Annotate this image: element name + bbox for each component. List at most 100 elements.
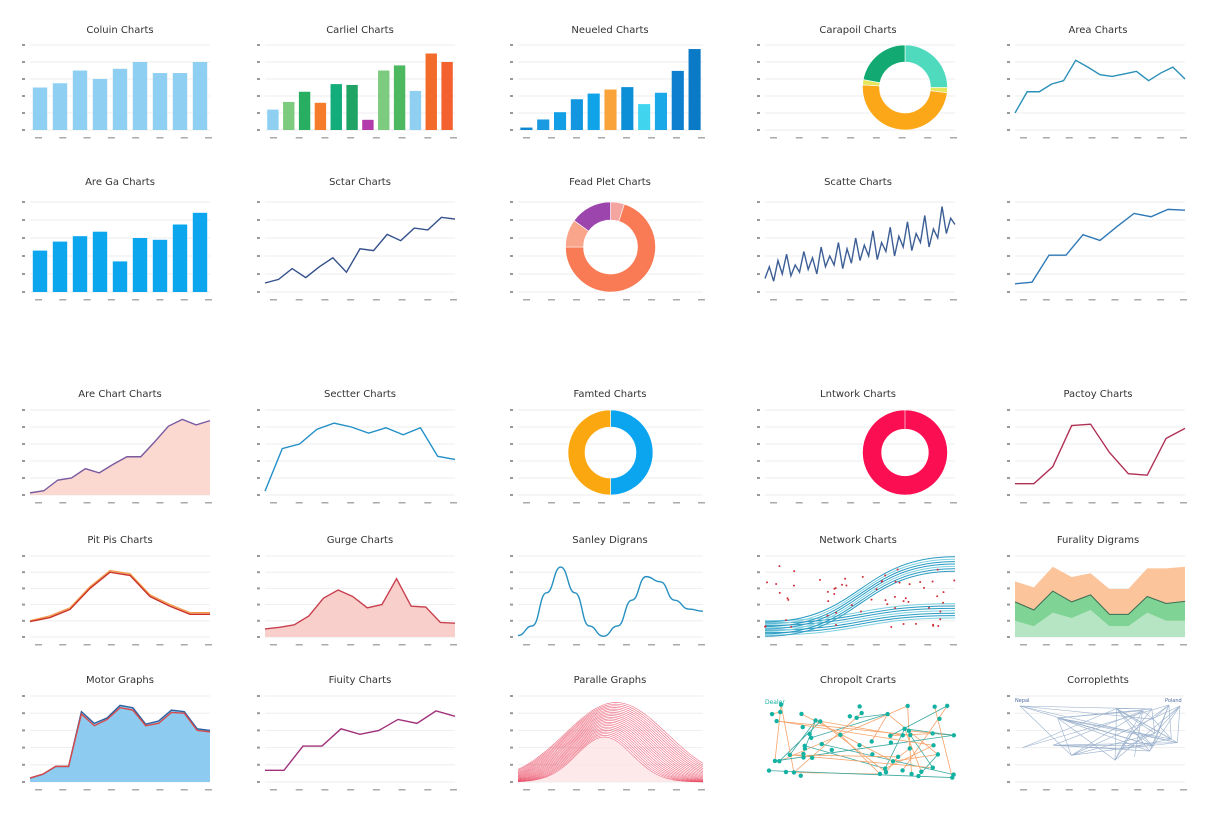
- x-tick-label: [107, 137, 115, 139]
- x-tick-label: [59, 789, 67, 791]
- graph-node: [859, 710, 864, 716]
- flow-line: [764, 570, 956, 637]
- flow-point: [787, 598, 790, 601]
- bar: [92, 231, 108, 292]
- area-fill: [265, 578, 455, 637]
- x-tick-label: [1088, 299, 1096, 301]
- y-tick-label: [510, 763, 513, 766]
- flow-point: [953, 579, 956, 582]
- flow-point: [826, 590, 829, 593]
- graph-edge: [904, 728, 922, 772]
- bar: [32, 87, 48, 130]
- x-tick-label: [372, 137, 380, 139]
- y-tick-label: [22, 273, 25, 275]
- x-tick-label: [398, 502, 406, 504]
- bar: [92, 79, 108, 130]
- y-tick-label: [257, 291, 260, 293]
- y-tick-label: [510, 95, 513, 97]
- x-tick-label: [424, 789, 432, 791]
- x-tick-label: [795, 137, 803, 139]
- chart-panel-6: [22, 201, 212, 301]
- bell-curve: [517, 736, 704, 783]
- x-tick-label: [295, 299, 303, 301]
- x-tick-label: [950, 299, 957, 301]
- x-tick-label: [821, 644, 829, 646]
- chart-title: Fiuity Charts: [328, 675, 392, 686]
- y-tick-label: [22, 494, 25, 496]
- y-tick-label: [257, 61, 260, 63]
- x-tick-label: [83, 137, 91, 139]
- x-tick-label: [795, 644, 803, 646]
- mesh-edge: [1019, 705, 1154, 747]
- x-tick-label: [523, 789, 530, 791]
- flow-line: [764, 568, 956, 635]
- graph-node: [951, 733, 957, 738]
- y-tick-label: [510, 237, 513, 239]
- x-tick-label: [1042, 502, 1050, 504]
- x-tick-label: [821, 137, 829, 139]
- x-tick-label: [107, 644, 115, 646]
- y-tick-label: [22, 291, 25, 293]
- y-tick-label: [257, 78, 260, 80]
- flow-point: [908, 583, 911, 586]
- flow-point: [884, 574, 887, 577]
- graph-node: [890, 759, 896, 764]
- chart-title: Motor Graphs: [86, 675, 154, 686]
- flow-point: [861, 575, 864, 578]
- flow-point: [902, 622, 905, 625]
- graph-node: [930, 765, 935, 770]
- bell-curve: [517, 730, 704, 782]
- y-tick-label: [1007, 237, 1010, 239]
- graph-edge: [793, 712, 862, 773]
- x-tick-label: [398, 789, 406, 791]
- y-tick-label: [22, 201, 25, 203]
- graph-node: [906, 728, 912, 734]
- graph-node: [847, 714, 853, 719]
- x-tick-label: [347, 644, 355, 646]
- flow-point: [886, 603, 889, 606]
- x-tick-label: [1180, 299, 1187, 301]
- graph-edge: [804, 745, 886, 769]
- x-tick-label: [156, 644, 164, 646]
- graph-node: [769, 711, 775, 717]
- chart-title: Famted Charts: [573, 389, 647, 400]
- graph-node: [778, 702, 784, 707]
- flow-point: [942, 601, 945, 604]
- graph-edge: [815, 720, 903, 736]
- graph-edge: [820, 721, 887, 773]
- x-tick-label: [523, 299, 530, 301]
- bar: [346, 84, 358, 130]
- flow-point: [919, 580, 922, 583]
- mesh-edge: [1022, 704, 1170, 748]
- y-tick-label: [757, 494, 760, 496]
- graph-node: [778, 709, 783, 715]
- x-tick-label: [107, 299, 115, 301]
- x-tick-label: [156, 299, 164, 301]
- x-tick-label: [1134, 789, 1142, 791]
- x-tick-label: [548, 789, 555, 791]
- y-tick-label: [757, 78, 760, 80]
- y-tick-label: [257, 95, 260, 97]
- x-tick-label: [132, 644, 140, 646]
- graph-node: [877, 771, 883, 777]
- y-tick-label: [1007, 477, 1010, 479]
- y-tick-label: [257, 695, 260, 697]
- x-tick-label: [872, 299, 880, 301]
- x-tick-label: [1020, 299, 1027, 301]
- series-line: [764, 206, 956, 282]
- y-tick-label: [1007, 460, 1010, 462]
- bell-curve: [517, 728, 704, 782]
- x-tick-label: [205, 299, 212, 301]
- y-tick-label: [757, 291, 760, 293]
- mesh-edge: [1057, 717, 1072, 756]
- chart-title: Chropolt Crarts: [819, 675, 897, 686]
- chart-panel-16: [22, 555, 212, 646]
- bar: [132, 238, 148, 292]
- y-tick-label: [1007, 695, 1010, 697]
- graph-node: [801, 755, 806, 760]
- flow-point: [827, 600, 830, 603]
- x-tick-label: [898, 137, 906, 139]
- x-tick-label: [1111, 644, 1119, 646]
- donut-slice: [573, 201, 611, 232]
- y-tick-label: [510, 712, 513, 715]
